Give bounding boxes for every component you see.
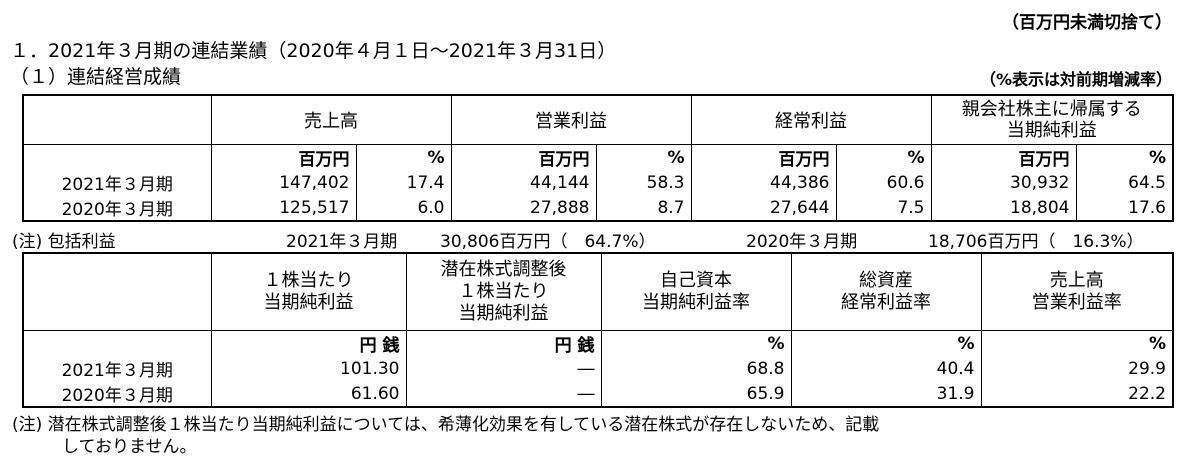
header-diluted-eps-line1: 潜在株式調整後 xyxy=(440,259,567,280)
header-net-income-line1: 親会社株主に帰属する xyxy=(961,99,1142,120)
cell-value: 125,517 xyxy=(210,195,356,221)
cell-value: 7.5 xyxy=(835,195,931,221)
cell-value: 6.0 xyxy=(355,195,451,221)
section-heading: １．2021年３月期の連結業績（2020年４月１日～2021年３月31日） xyxy=(10,40,617,62)
consolidated-results-table: 売上高 営業利益 経常利益 親会社株主に帰属する 当期純利益 百万円 % 百万円… xyxy=(22,94,1174,222)
cell-value: 27,644 xyxy=(690,195,836,221)
cell-value: ― xyxy=(405,356,601,381)
unit-row: 円 銭 円 銭 % % % xyxy=(23,330,1173,356)
header-net-sales: 売上高 xyxy=(210,95,451,145)
header-operating-margin-line1: 売上高 xyxy=(1049,270,1104,291)
unit-pct: % xyxy=(790,330,981,356)
header-net-income-line2: 当期純利益 xyxy=(1006,120,1097,141)
header-eps: １株当たり 当期純利益 xyxy=(210,253,406,331)
unit-million: 百万円 xyxy=(210,144,356,170)
unit-pct: % xyxy=(1075,144,1173,170)
header-operating-margin: 売上高 営業利益率 xyxy=(980,253,1173,331)
unit-row: 百万円 % 百万円 % 百万円 % 百万円 % xyxy=(23,144,1173,170)
cell-value: 30,932 xyxy=(930,170,1076,195)
header-roe-line1: 自己資本 xyxy=(660,270,732,291)
unit-pct: % xyxy=(355,144,451,170)
header-roa-line1: 総資産 xyxy=(859,270,913,291)
cell-value: 17.6 xyxy=(1075,195,1173,221)
footnote: (注) 潜在株式調整後１株当たり当期純利益については、希薄化効果を有している潜在… xyxy=(12,414,879,458)
header-diluted-eps: 潜在株式調整後 １株当たり 当期純利益 xyxy=(405,253,601,331)
cell-value: 61.60 xyxy=(210,381,406,407)
header-diluted-eps-line3: 当期純利益 xyxy=(458,303,549,324)
cell-value: 60.6 xyxy=(835,170,931,195)
cell-value: 68.8 xyxy=(600,356,791,381)
cell-value: 22.2 xyxy=(980,381,1173,407)
header-roe: 自己資本 当期純利益率 xyxy=(600,253,791,331)
unit-pct: % xyxy=(980,330,1173,356)
unit-pct: % xyxy=(595,144,691,170)
per-share-ratios-table: １株当たり 当期純利益 潜在株式調整後 １株当たり 当期純利益 自己資本 当期純… xyxy=(22,252,1174,408)
header-eps-line2: 当期純利益 xyxy=(263,292,354,313)
cell-value: 58.3 xyxy=(595,170,691,195)
header-eps-line1: １株当たり xyxy=(263,270,354,291)
unit-pct: % xyxy=(835,144,931,170)
cell-value: 8.7 xyxy=(595,195,691,221)
comprehensive-fy2021-label: 2021年３月期 xyxy=(286,232,398,252)
cell-value: 64.5 xyxy=(1075,170,1173,195)
footnote-line1: (注) 潜在株式調整後１株当たり当期純利益については、希薄化効果を有している潜在… xyxy=(12,415,880,435)
header-blank xyxy=(23,253,211,331)
cell-value: 147,402 xyxy=(210,170,356,195)
unit-million: 百万円 xyxy=(930,144,1076,170)
unit-note: （百万円未満切捨て） xyxy=(1002,13,1172,33)
header-ordinary-income: 経常利益 xyxy=(690,95,931,145)
comprehensive-fy2021-value: 30,806百万円（ 64.7%） xyxy=(440,232,656,252)
unit-million: 百万円 xyxy=(690,144,836,170)
cell-value: 40.4 xyxy=(790,356,981,381)
cell-value: 44,144 xyxy=(450,170,596,195)
row-label: 2020年３月期 xyxy=(61,200,173,220)
table-row: 2021年３月期 101.30 ― 68.8 40.4 29.9 xyxy=(23,356,1173,381)
table-row: 2021年３月期 147,402 17.4 44,144 58.3 44,386… xyxy=(23,170,1173,195)
cell-value: 29.9 xyxy=(980,356,1173,381)
header-roe-line2: 当期純利益率 xyxy=(642,292,750,313)
cell-value: 27,888 xyxy=(450,195,596,221)
header-operating-income: 営業利益 xyxy=(450,95,691,145)
header-blank xyxy=(23,95,211,145)
header-operating-margin-line2: 営業利益率 xyxy=(1031,292,1122,313)
table-row: 2020年３月期 61.60 ― 65.9 31.9 22.2 xyxy=(23,381,1173,407)
table-header-row: 売上高 営業利益 経常利益 親会社株主に帰属する 当期純利益 xyxy=(23,95,1173,145)
header-net-income: 親会社株主に帰属する 当期純利益 xyxy=(930,95,1173,145)
footnote-line2: しておりません。 xyxy=(62,437,197,457)
cell-value: ― xyxy=(405,381,601,407)
section-subheading: （１）連結経営成績 xyxy=(10,66,182,88)
comprehensive-fy2020-value: 18,706百万円（ 16.3%） xyxy=(928,232,1144,252)
unit-million: 百万円 xyxy=(450,144,596,170)
unit-yen: 円 銭 xyxy=(210,330,406,356)
percent-note: （%表示は対前期増減率） xyxy=(979,70,1172,89)
table-header-row: １株当たり 当期純利益 潜在株式調整後 １株当たり 当期純利益 自己資本 当期純… xyxy=(23,253,1173,331)
comprehensive-income-note: (注) 包括利益 2021年３月期 30,806百万円（ 64.7%） 2020… xyxy=(0,225,1200,252)
cell-value: 44,386 xyxy=(690,170,836,195)
cell-value: 17.4 xyxy=(355,170,451,195)
cell-value: 101.30 xyxy=(210,356,406,381)
cell-value: 65.9 xyxy=(600,381,791,407)
row-label: 2021年３月期 xyxy=(61,175,173,195)
table-row: 2020年３月期 125,517 6.0 27,888 8.7 27,644 7… xyxy=(23,195,1173,221)
header-roa: 総資産 経常利益率 xyxy=(790,253,981,331)
row-label: 2020年３月期 xyxy=(61,386,173,406)
unit-yen: 円 銭 xyxy=(405,330,601,356)
cell-value: 18,804 xyxy=(930,195,1076,221)
unit-pct: % xyxy=(600,330,791,356)
comprehensive-income-label: (注) 包括利益 xyxy=(12,232,116,252)
comprehensive-fy2020-label: 2020年３月期 xyxy=(746,232,858,252)
header-diluted-eps-line2: １株当たり xyxy=(458,281,549,302)
cell-value: 31.9 xyxy=(790,381,981,407)
row-label: 2021年３月期 xyxy=(61,361,173,381)
header-roa-line2: 経常利益率 xyxy=(841,292,931,313)
